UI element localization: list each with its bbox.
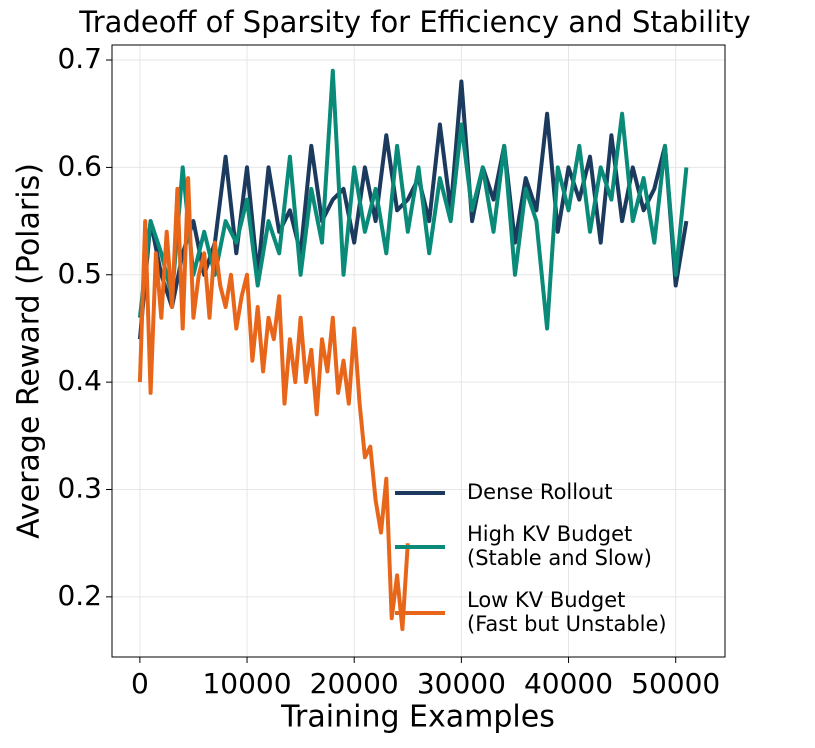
plot-frame xyxy=(111,44,726,658)
x-tick-label: 10000 xyxy=(202,667,291,700)
chart-title: Tradeoff of Sparsity for Efficiency and … xyxy=(78,5,750,39)
data-line xyxy=(137,68,689,331)
y-tick-label: 0.2 xyxy=(57,579,102,612)
x-tick-label: 40000 xyxy=(524,667,613,700)
x-tick-label: 20000 xyxy=(310,667,399,700)
legend-label: Dense Rollout xyxy=(467,480,613,504)
x-tick-label: 30000 xyxy=(417,667,506,700)
y-axis-label: Average Reward (Polaris) xyxy=(12,163,47,539)
legend-label: Low KV Budget (Fast but Unstable) xyxy=(467,588,667,636)
y-tick-label: 0.7 xyxy=(57,42,102,75)
x-axis-label: Training Examples xyxy=(280,700,555,735)
y-tick-label: 0.3 xyxy=(57,472,102,505)
y-tick-label: 0.5 xyxy=(57,257,102,290)
x-tick-label: 0 xyxy=(131,667,149,700)
y-tick-label: 0.6 xyxy=(57,149,102,182)
x-tick-label: 50000 xyxy=(631,667,720,700)
legend-label: High KV Budget (Stable and Slow) xyxy=(467,522,652,570)
y-tick-label: 0.4 xyxy=(57,364,102,397)
data-line xyxy=(137,176,410,632)
